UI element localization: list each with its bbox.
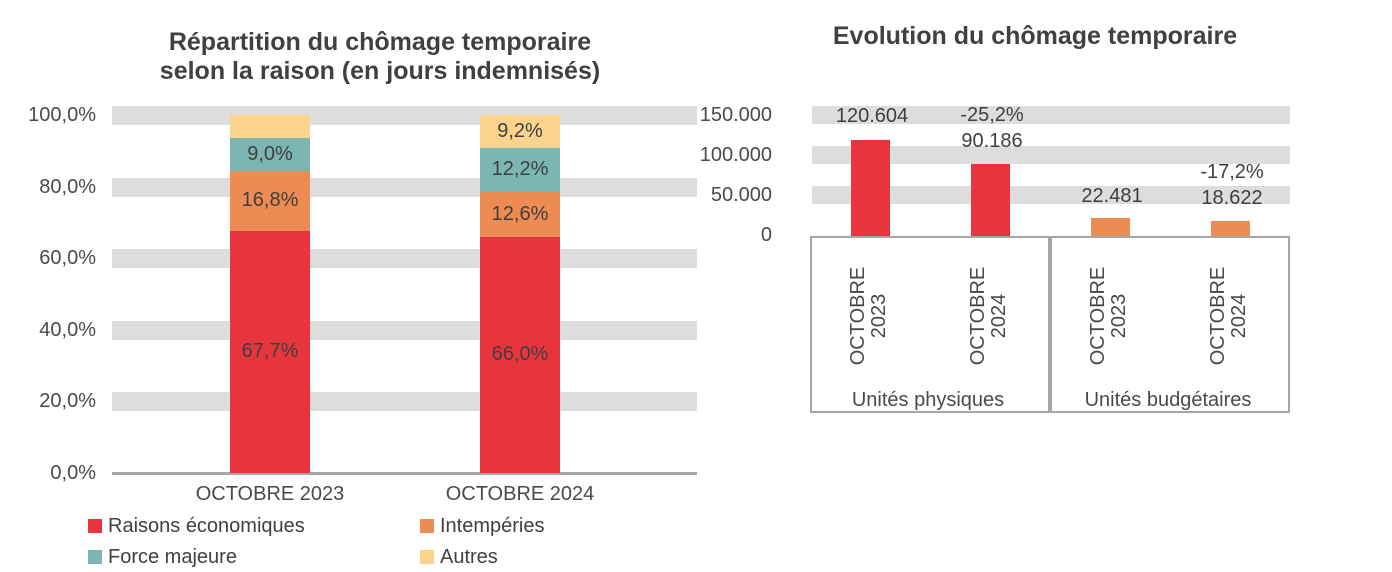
bar-segment-label: 16,8% — [241, 189, 299, 212]
gridline-band-100 — [112, 106, 697, 125]
bar-budgetaires-octobre-2023 — [1091, 218, 1130, 236]
bar-segment-intemperies: 16,8% — [230, 170, 310, 231]
legend-item-autres: Autres — [420, 546, 498, 568]
rotated-category-text: OCTOBRE 2024 — [967, 266, 1010, 366]
group-box-unites-physiques — [810, 236, 1050, 413]
y-axis-tick: 0,0% — [50, 462, 96, 484]
bar-segment-label: 9,2% — [497, 120, 543, 142]
gridline-band-50000 — [812, 186, 1290, 204]
x-axis-line — [112, 472, 697, 475]
rotated-category-label: OCTOBRE 2023 — [847, 246, 892, 386]
bar-segment-label: 66,0% — [491, 343, 549, 366]
value-label: 120.604 — [835, 105, 909, 127]
rotated-category-label: OCTOBRE 2023 — [1087, 246, 1132, 386]
value-label: 90.186 — [961, 130, 1023, 152]
bar-physiques-octobre-2023 — [851, 139, 890, 236]
change-label: -25,2% — [960, 104, 1024, 126]
right-chart-title: Evolution du chômage temporaire — [832, 22, 1238, 50]
legend-swatch-teal — [88, 550, 102, 564]
gridline-band-20 — [112, 392, 697, 411]
y-axis-tick: 0 — [760, 224, 772, 246]
bar-segment-raisons-economiques: 67,7% — [230, 230, 310, 473]
bar-segment-force-majeure: 12,2% — [480, 147, 560, 192]
bar-segment-force-majeure: 9,0% — [230, 138, 310, 171]
y-axis-tick: 100.000 — [699, 144, 772, 166]
change-label: -17,2% — [1200, 161, 1264, 183]
group-label-unites-budgetaires: Unités budgétaires — [1084, 389, 1252, 411]
bar-segment-autres — [230, 115, 310, 139]
bar-segment-label: 9,0% — [247, 142, 293, 165]
group-box-unites-budgetaires — [1050, 236, 1290, 413]
legend-swatch-orange — [420, 519, 434, 533]
rotated-category-label: OCTOBRE 2024 — [1207, 246, 1252, 386]
bar-segment-intemperies: 12,6% — [480, 191, 560, 237]
rotated-category-text: OCTOBRE 2024 — [1207, 266, 1250, 366]
legend-item-intemperies: Intempéries — [420, 515, 545, 537]
value-label: 18.622 — [1201, 187, 1263, 209]
y-axis-tick: 100,0% — [28, 104, 96, 126]
legend-label: Autres — [440, 546, 498, 568]
rotated-category-text: OCTOBRE 2023 — [847, 266, 890, 366]
stacked-bar-octobre-2024: 66,0% 12,6% 12,2% 9,2% — [480, 115, 560, 473]
legend-item-force-majeure: Force majeure — [88, 546, 237, 568]
gridline-band-60 — [112, 249, 697, 268]
legend-label: Force majeure — [108, 546, 237, 568]
rotated-category-label: OCTOBRE 2024 — [967, 246, 1012, 386]
rotated-category-text: OCTOBRE 2023 — [1087, 266, 1130, 366]
legend-item-raisons-economiques: Raisons économiques — [88, 515, 305, 537]
bar-segment-raisons-economiques: 66,0% — [480, 236, 560, 473]
y-axis-tick: 80,0% — [39, 176, 96, 198]
left-chart-title: Répartition du chômage temporaire selon … — [159, 28, 601, 85]
legend-label: Intempéries — [440, 515, 545, 537]
gridline-band-100000 — [812, 146, 1290, 164]
stacked-bar-octobre-2023: 67,7% 16,8% 9,0% — [230, 115, 310, 473]
legend-swatch-yellow — [420, 550, 434, 564]
gridline-band-40 — [112, 321, 697, 340]
y-axis-tick: 150.000 — [699, 104, 772, 126]
y-axis-tick: 20,0% — [39, 390, 96, 412]
legend-label: Raisons économiques — [108, 515, 305, 537]
y-axis-tick: 60,0% — [39, 247, 96, 269]
bar-segment-label: 12,2% — [491, 158, 549, 181]
legend-swatch-red — [88, 519, 102, 533]
bar-segment-autres: 9,2% — [480, 115, 560, 148]
value-label: 22.481 — [1081, 185, 1143, 207]
y-axis-tick: 50.000 — [710, 184, 772, 206]
y-axis-tick: 40,0% — [39, 319, 96, 341]
x-category-label: OCTOBRE 2024 — [445, 483, 595, 505]
gridline-band-150000 — [812, 106, 1290, 124]
group-label-unites-physiques: Unités physiques — [851, 389, 1005, 411]
bar-budgetaires-octobre-2024 — [1211, 221, 1250, 236]
bar-segment-label: 67,7% — [241, 340, 299, 363]
gridline-band-80 — [112, 178, 697, 197]
bar-segment-label: 12,6% — [491, 202, 549, 225]
x-category-label: OCTOBRE 2023 — [195, 483, 345, 505]
bar-physiques-octobre-2024 — [971, 163, 1010, 236]
